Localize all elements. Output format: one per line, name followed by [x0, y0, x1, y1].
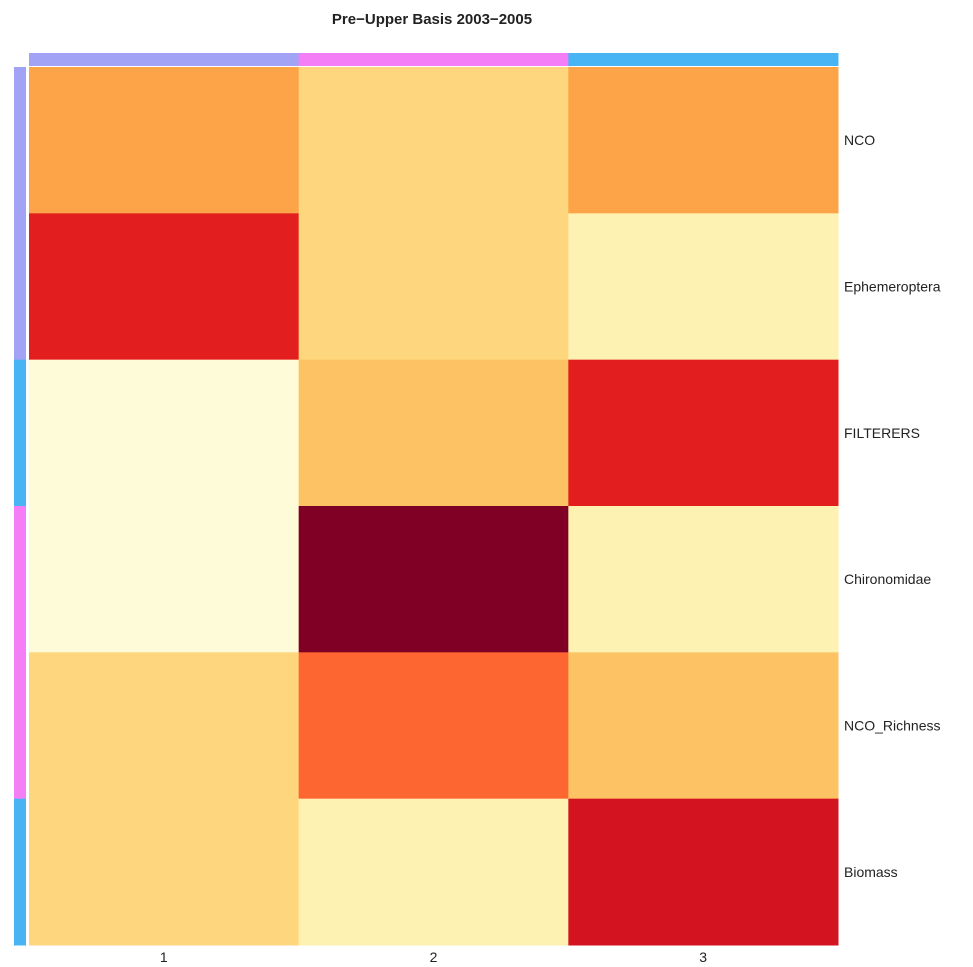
- row-label-3: FILTERERS: [844, 425, 920, 441]
- heatmap-cell-r6-c3: [568, 798, 839, 946]
- row-group-bars: [14, 67, 26, 946]
- heatmap-cell-r4-c3: [568, 506, 839, 653]
- heatmap-cell-r1-c3: [568, 67, 839, 214]
- heatmap-cell-r5-c3: [568, 652, 839, 800]
- column-label-1: 1: [160, 949, 168, 965]
- row-label-1: NCO: [844, 132, 875, 148]
- heatmap-cell-r2-c3: [568, 213, 839, 361]
- column-group-bars: [29, 53, 839, 66]
- row-group-bar-1: [14, 67, 26, 214]
- heatmap-cell-r2-c2: [298, 213, 569, 361]
- heatmap-cell-r1-c1: [29, 67, 300, 214]
- row-label-2: Ephemeroptera: [844, 279, 941, 295]
- column-labels: 1 2 3: [160, 949, 707, 965]
- column-label-2: 2: [430, 949, 438, 965]
- row-group-bar-6: [14, 798, 26, 946]
- row-group-bar-4: [14, 506, 26, 653]
- heatmap-cell-r6-c2: [298, 798, 569, 946]
- column-label-3: 3: [699, 949, 707, 965]
- heatmap-cell-r6-c1: [29, 798, 300, 946]
- heatmap-cell-r1-c2: [298, 67, 569, 214]
- chart-title: Pre−Upper Basis 2003−2005: [332, 11, 532, 28]
- row-labels: NCO Ephemeroptera FILTERERS Chironomidae NCO…: [844, 132, 941, 880]
- row-group-bar-2: [14, 213, 26, 361]
- heatmap-cell-r3-c1: [29, 359, 300, 507]
- row-label-5: NCO_Richness: [844, 718, 940, 734]
- heatmap-cells: [29, 67, 839, 946]
- heatmap-cell-r3-c3: [568, 359, 839, 507]
- heatmap-cell-r4-c2: [298, 506, 569, 653]
- column-group-bar-2: [298, 53, 569, 66]
- column-group-bar-3: [568, 53, 839, 66]
- heatmap-cell-r2-c1: [29, 213, 300, 361]
- column-group-bar-1: [29, 53, 300, 66]
- row-group-bar-5: [14, 652, 26, 800]
- row-label-6: Biomass: [844, 864, 898, 880]
- heatmap-cell-r5-c1: [29, 652, 300, 800]
- row-group-bar-3: [14, 359, 26, 507]
- heatmap-cell-r3-c2: [298, 359, 569, 507]
- heatmap-cell-r5-c2: [298, 652, 569, 800]
- row-label-4: Chironomidae: [844, 571, 931, 587]
- heatmap-cell-r4-c1: [29, 506, 300, 653]
